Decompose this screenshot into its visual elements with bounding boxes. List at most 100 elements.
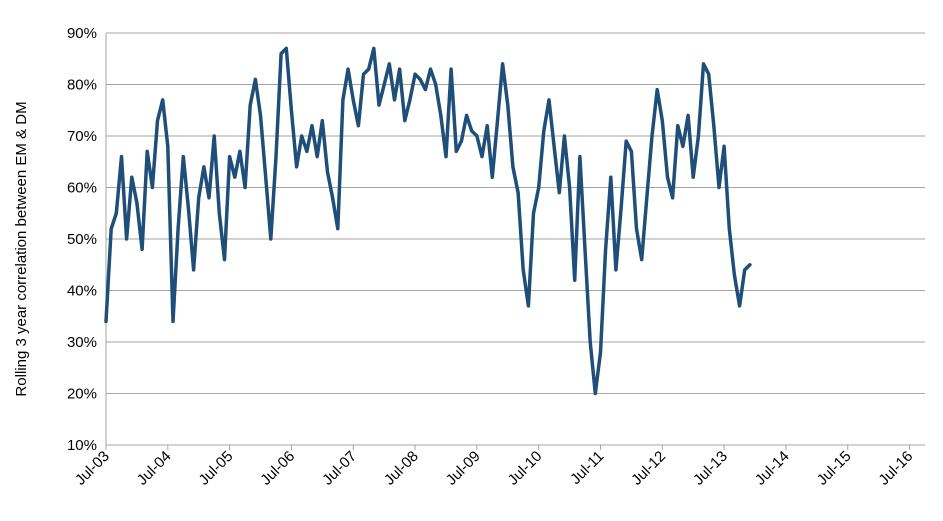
- data-point: [362, 72, 365, 76]
- data-point: [259, 113, 262, 117]
- data-point: [274, 155, 278, 159]
- data-point: [717, 186, 721, 189]
- data-point: [125, 237, 129, 241]
- data-point: [356, 124, 360, 128]
- data-point: [156, 119, 159, 123]
- data-point: [696, 134, 700, 138]
- x-tick-label: Jul-16: [875, 448, 916, 489]
- data-point: [305, 149, 309, 153]
- data-point: [104, 319, 108, 323]
- data-point: [326, 170, 329, 174]
- data-point: [150, 186, 154, 189]
- data-point: [382, 83, 386, 86]
- data-point: [588, 340, 592, 344]
- data-point: [666, 175, 669, 179]
- data-point: [490, 175, 494, 179]
- data-point: [295, 165, 299, 169]
- y-tick-label: 40%: [67, 283, 97, 300]
- y-axis-label: Rolling 3 year correlation between EM & …: [13, 101, 30, 396]
- data-point: [537, 186, 541, 189]
- data-point: [532, 211, 535, 215]
- x-tick-labels: Jul-03 Jul-04 Jul-05 Jul-06 Jul-07 Jul-08 Jul-…: [72, 448, 916, 489]
- data-point: [202, 165, 206, 169]
- data-point: [109, 227, 113, 231]
- data-point: [722, 144, 726, 148]
- data-point: [114, 211, 118, 215]
- data-point: [521, 268, 525, 272]
- data-point: [238, 149, 242, 153]
- data-point: [207, 196, 211, 200]
- data-point: [228, 155, 232, 159]
- data-point: [310, 124, 314, 128]
- x-tick-label: Jul-07: [319, 448, 360, 489]
- data-point: [506, 103, 510, 107]
- data-point: [439, 113, 443, 117]
- data-point: [459, 139, 463, 143]
- data-point: [372, 46, 376, 50]
- data-point: [609, 175, 613, 179]
- data-point: [269, 237, 273, 241]
- data-point: [429, 67, 432, 71]
- data-point: [655, 88, 659, 92]
- data-point: [640, 258, 644, 262]
- data-point: [331, 196, 335, 200]
- data-point: [181, 155, 185, 159]
- data-point: [217, 211, 221, 215]
- data-point: [568, 186, 572, 189]
- data-point: [614, 268, 618, 272]
- x-tick-label: Jul-13: [690, 448, 731, 489]
- data-point: [444, 155, 448, 159]
- data-point: [387, 62, 391, 66]
- data-point: [320, 119, 324, 123]
- x-tick-label: Jul-04: [134, 448, 175, 489]
- y-tick-label: 30%: [67, 334, 97, 351]
- data-point: [418, 77, 422, 81]
- data-point: [145, 149, 149, 153]
- data-point: [501, 62, 505, 66]
- series-layer: [104, 46, 752, 396]
- data-point: [552, 144, 556, 148]
- data-point: [748, 263, 752, 267]
- y-tick-label: 90%: [67, 25, 97, 42]
- data-point: [248, 103, 252, 107]
- data-point: [449, 67, 453, 71]
- data-point: [413, 72, 417, 76]
- data-point: [454, 149, 458, 153]
- data-point: [547, 98, 551, 102]
- data-point: [423, 88, 427, 92]
- data-point: [398, 67, 402, 71]
- data-point: [243, 186, 247, 189]
- data-point: [393, 98, 396, 102]
- data-point: [192, 268, 196, 272]
- gridlines: [106, 32, 925, 394]
- data-point: [367, 67, 371, 71]
- data-point: [197, 196, 201, 200]
- y-tick-label: 10%: [67, 437, 97, 454]
- data-point: [650, 134, 654, 138]
- data-point: [686, 113, 690, 117]
- data-point: [186, 206, 190, 210]
- data-point: [593, 392, 597, 395]
- data-point: [166, 144, 170, 148]
- data-point: [562, 134, 566, 138]
- data-point: [712, 124, 716, 128]
- y-tick-label: 70%: [67, 128, 97, 145]
- data-point: [351, 98, 355, 102]
- y-tick-label: 60%: [67, 180, 97, 197]
- y-tick-label: 20%: [67, 386, 97, 403]
- data-point: [645, 196, 649, 200]
- data-point: [135, 201, 139, 205]
- data-point: [619, 206, 623, 210]
- data-point: [284, 46, 288, 50]
- data-point: [604, 247, 608, 251]
- data-point: [171, 319, 175, 323]
- data-point: [671, 196, 675, 200]
- data-point: [336, 227, 340, 231]
- data-point: [635, 227, 638, 231]
- data-point: [223, 258, 226, 262]
- data-point: [691, 175, 695, 179]
- data-point: [403, 119, 407, 123]
- x-tick-label: Jul-08: [381, 448, 422, 489]
- data-point: [511, 165, 515, 169]
